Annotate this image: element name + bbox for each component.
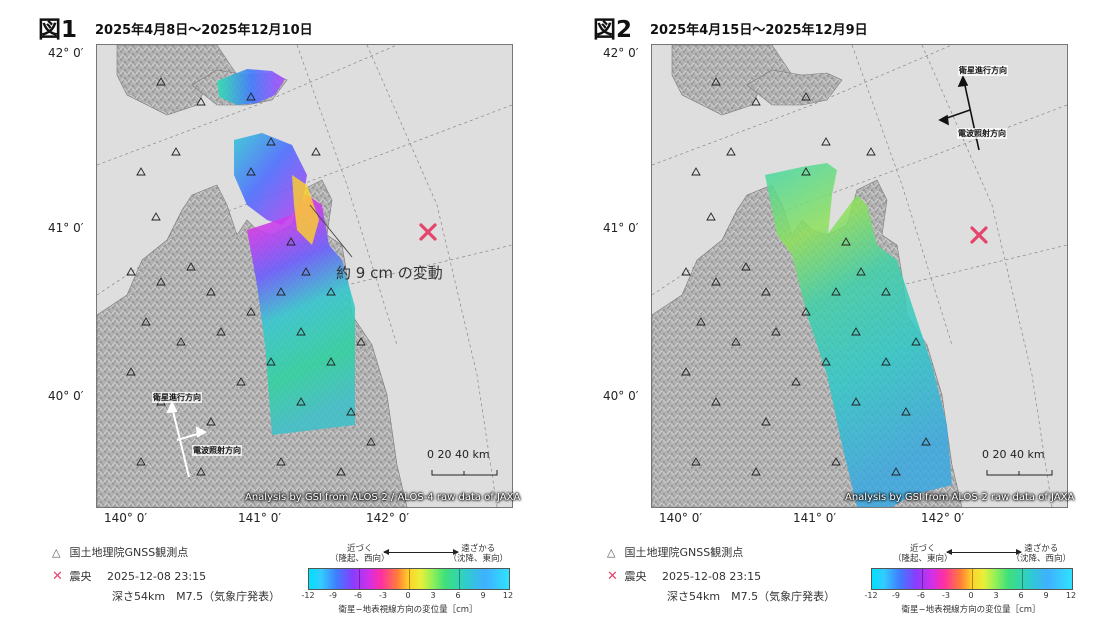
cross-epicenter-icon: ✕	[52, 569, 63, 584]
ifg-sanriku-1	[247, 195, 355, 435]
scale-bar-2	[986, 470, 1053, 476]
colorbar-far-label: 遠ざかる （沈降、西向）	[1011, 544, 1071, 564]
satellite-direction-label: 衛星進行方向	[958, 65, 1008, 76]
colorbar-far-label: 遠ざかる （沈降、東向）	[448, 544, 508, 564]
colorbar-gradient	[871, 568, 1073, 590]
triangle-gnss-icon: △	[52, 546, 61, 559]
colorbar-2: 近づく （隆起、東向） 遠ざかる （沈降、西向） -12 -9 -6 -3 0 …	[864, 544, 1077, 615]
lat-label-40: 40° 0′	[48, 389, 84, 403]
lat-label-41: 41° 0′	[48, 221, 84, 235]
gnss-stations-1	[126, 77, 376, 476]
cross-epicenter-icon: ✕	[607, 569, 618, 584]
lat-label-41: 41° 0′	[603, 221, 639, 235]
epicenter-marker-2	[970, 226, 988, 244]
map-canvas-1	[97, 45, 512, 507]
radar-direction-label: 電波照射方向	[957, 128, 1007, 139]
gnss-stations-2	[681, 77, 931, 476]
satellite-direction-label: 衛星進行方向	[152, 392, 202, 403]
legend-epicenter: ✕ 震央 2025-12-08 23:15	[52, 569, 207, 584]
colorbar-ticks: -12 -9 -6 -3 0 3 6 9 12	[864, 591, 1077, 600]
colorbar-1: 近づく （隆起、西向） 遠ざかる （沈降、東向） -12 -9 -6 -3 0 …	[301, 544, 514, 615]
ifg-hokkaido-1	[217, 69, 285, 105]
figure-title: 図2	[593, 17, 633, 43]
legend-depth-magnitude: 深さ54km M7.5（気象庁発表）	[112, 590, 281, 603]
legend-depth-magnitude: 深さ54km M7.5（気象庁発表）	[667, 590, 836, 603]
scale-bar-label: 0 20 40 km	[982, 448, 1045, 461]
data-credit: Analysis by GSI from ALOS-2 / ALOS-4 raw…	[245, 492, 521, 503]
double-arrow-icon	[946, 549, 1022, 555]
triangle-gnss-icon: △	[607, 546, 616, 559]
scale-bar-label: 0 20 40 km	[427, 448, 490, 461]
colorbar-ticks: -12 -9 -6 -3 0 3 6 9 12	[301, 591, 514, 600]
radar-direction-label: 電波照射方向	[192, 445, 242, 456]
legend-gnss: △ 国土地理院GNSS観測点	[52, 546, 189, 559]
colorbar-near-label: 近づく （隆起、西向）	[330, 544, 390, 564]
interferogram-map-1	[96, 44, 513, 508]
map-canvas-2	[652, 45, 1067, 507]
epicenter-marker-1	[419, 223, 437, 241]
lon-label-142: 142° 0′	[366, 511, 410, 525]
double-arrow-icon	[383, 549, 459, 555]
legend-epicenter: ✕ 震央 2025-12-08 23:15	[607, 569, 762, 584]
lon-label-140: 140° 0′	[659, 511, 703, 525]
direction-arrows-2	[938, 75, 980, 151]
colorbar-title: 衛星−地表視線方向の変位量［cm］	[338, 605, 478, 615]
deformation-annotation: 約 9 cm の変動	[336, 264, 443, 282]
lon-label-141: 141° 0′	[238, 511, 282, 525]
figure-panel-2: 図2 2025年4月15日～2025年12月9日 42° 0′ 41° 0′ 4…	[555, 0, 1115, 630]
colorbar-title: 衛星−地表視線方向の変位量［cm］	[901, 605, 1041, 615]
figure-date-range: 2025年4月8日～2025年12月10日	[95, 23, 313, 38]
data-credit: Analysis by GSI from ALOS-2 raw data of …	[845, 492, 1075, 503]
scale-bar-1	[431, 470, 498, 476]
lat-label-40: 40° 0′	[603, 389, 639, 403]
figure-title: 図1	[38, 17, 78, 43]
legend-gnss: △ 国土地理院GNSS観測点	[607, 546, 744, 559]
interferogram-map-2	[651, 44, 1068, 508]
lon-label-141: 141° 0′	[793, 511, 837, 525]
lat-label-42: 42° 0′	[48, 46, 84, 60]
direction-arrows-1	[166, 400, 208, 478]
lon-label-142: 142° 0′	[921, 511, 965, 525]
lon-label-140: 140° 0′	[104, 511, 148, 525]
colorbar-near-label: 近づく （隆起、東向）	[893, 544, 953, 564]
ifg-shimokita-1	[234, 133, 307, 225]
colorbar-gradient	[308, 568, 510, 590]
figure-panel-1: 図1 2025年4月8日～2025年12月10日 42° 0′ 41° 0′ 4…	[38, 17, 521, 615]
figure-date-range: 2025年4月15日～2025年12月9日	[650, 23, 868, 38]
lat-label-42: 42° 0′	[603, 46, 639, 60]
